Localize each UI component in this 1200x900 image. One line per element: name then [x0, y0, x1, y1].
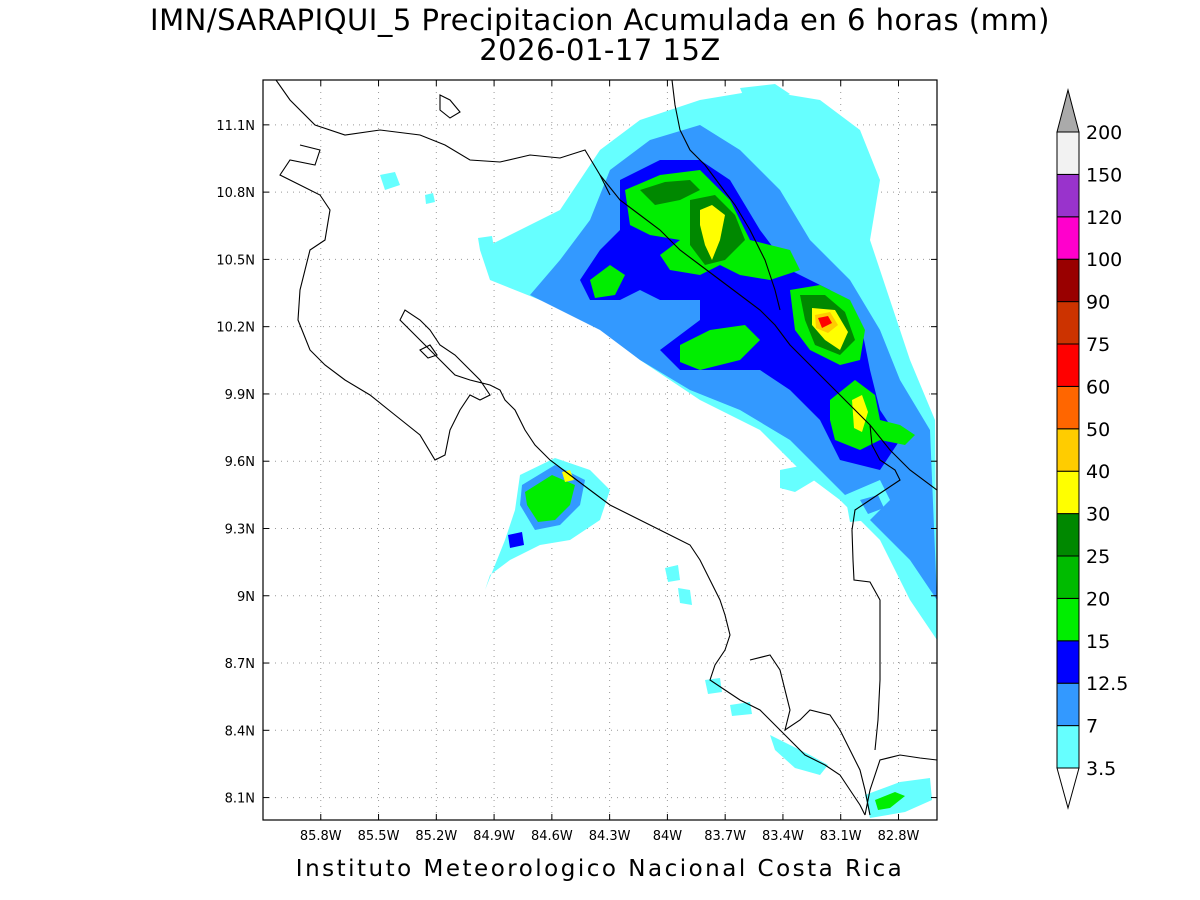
- precip-cyan: [665, 565, 680, 582]
- x-tick-label: 85.8W: [300, 829, 342, 844]
- y-tick-label: 8.1N: [225, 792, 255, 807]
- precip-cyan: [730, 702, 752, 716]
- colorbar-swatch: [1056, 513, 1080, 557]
- y-tick-label: 10.5N: [216, 253, 255, 268]
- precip-yellow: [562, 470, 574, 482]
- precip-cyan: [478, 236, 494, 250]
- colorbar-swatch: [1056, 555, 1080, 599]
- colorbar-swatch: [1056, 173, 1080, 218]
- border-costa-rica-panama: [851, 424, 901, 751]
- colorbar-swatch: [1056, 258, 1080, 303]
- colorbar-swatch: [1056, 131, 1080, 175]
- y-tick-label: 11.1N: [216, 119, 255, 134]
- precip-darkblue: [508, 532, 524, 548]
- y-tick-label: 9.3N: [225, 522, 255, 537]
- x-tick-label: 83.4W: [762, 829, 804, 844]
- x-tick-label: 85.2W: [415, 829, 457, 844]
- x-tick-label: 84.6W: [531, 829, 573, 844]
- coastline-osa: [749, 654, 871, 816]
- coastline-nicaragua-lake: [275, 80, 611, 196]
- colorbar-label: 15: [1086, 631, 1110, 653]
- colorbar-swatch: [1056, 216, 1080, 260]
- colorbar-swatch: [1056, 428, 1080, 472]
- y-tick-label: 9N: [237, 590, 255, 605]
- colorbar-label: 75: [1086, 334, 1110, 356]
- x-tick-label: 85.5W: [358, 829, 400, 844]
- map-datetime: 2026-01-17 15Z: [479, 33, 721, 67]
- colorbar-swatch: [1056, 725, 1080, 769]
- map-title: IMN/SARAPIQUI_5 Precipitacion Acumulada …: [150, 3, 1050, 37]
- colorbar-label: 20: [1086, 588, 1110, 610]
- precip-green: [875, 792, 905, 810]
- colorbar-over-triangle: [1056, 88, 1080, 133]
- colorbar-label: 12.5: [1086, 673, 1128, 695]
- colorbar-swatch: [1056, 343, 1080, 387]
- x-axis-ticks: 85.8W 85.5W 85.2W 84.9W 84.6W 84.3W 84W 83.7W 83…: [300, 80, 920, 844]
- y-tick-label: 9.9N: [225, 388, 255, 403]
- colorbar-label: 30: [1086, 504, 1110, 526]
- x-tick-label: 84.9W: [473, 829, 515, 844]
- colorbar-swatch: [1056, 385, 1080, 430]
- colorbar-label: 120: [1086, 207, 1122, 229]
- map-frame: [262, 79, 938, 821]
- precipitation-field: [380, 84, 937, 818]
- precip-yellow: [852, 395, 868, 432]
- precip-green: [680, 325, 760, 370]
- precip-darkgreen: [640, 180, 700, 205]
- colorbar-swatch: [1056, 640, 1080, 684]
- colorbar-label: 25: [1086, 546, 1110, 568]
- precip-green: [590, 265, 625, 298]
- precip-cyan: [705, 678, 722, 694]
- precip-cyan: [380, 172, 400, 190]
- precip-green: [830, 380, 915, 450]
- colorbar-label: 40: [1086, 461, 1110, 483]
- y-tick-label: 10.2N: [216, 321, 255, 336]
- precip-cyan: [425, 193, 435, 204]
- precip-cyan: [678, 588, 692, 605]
- precip-cyan: [780, 465, 815, 492]
- colorbar-label: 90: [1086, 292, 1110, 314]
- lake-nicoya: [439, 94, 461, 119]
- colorbar-label: 3.5: [1086, 758, 1116, 780]
- colorbar-label: 150: [1086, 164, 1122, 186]
- footer-credit: Instituto Meteorologico Nacional Costa R…: [295, 856, 905, 882]
- precip-darkblue: [580, 160, 900, 470]
- y-tick-label: 10.8N: [216, 186, 255, 201]
- x-tick-label: 82.8W: [878, 829, 920, 844]
- x-tick-label: 83.1W: [820, 829, 862, 844]
- x-tick-label: 84W: [653, 829, 683, 844]
- colorbar-under-triangle: [1056, 767, 1080, 810]
- colorbar-label: 200: [1086, 122, 1122, 144]
- precip-green: [525, 475, 575, 522]
- coastlines: [275, 80, 937, 816]
- y-tick-label: 8.7N: [225, 657, 255, 672]
- y-tick-label: 8.4N: [225, 724, 255, 739]
- precip-yellow: [700, 205, 725, 260]
- y-tick-label: 9.6N: [225, 455, 255, 470]
- colorbar-swatch: [1056, 301, 1080, 345]
- colorbar-label: 50: [1086, 419, 1110, 441]
- x-tick-label: 83.7W: [704, 829, 746, 844]
- precip-cyan: [770, 735, 828, 775]
- colorbar-label: 100: [1086, 249, 1122, 271]
- precip-blue: [860, 495, 884, 514]
- precip-cyan: [740, 84, 790, 104]
- y-axis-ticks: 11.1N 10.8N 10.5N 10.2N 9.9N 9.6N 9.3N 9N 8.7N 8.…: [216, 119, 937, 807]
- colorbar-swatch: [1056, 470, 1080, 515]
- coastline-gulf-nicoya: [419, 344, 438, 359]
- x-tick-label: 84.3W: [589, 829, 631, 844]
- colorbar-label: 60: [1086, 376, 1110, 398]
- colorbar-swatch: [1056, 597, 1080, 642]
- coastline-pacific: [279, 144, 866, 816]
- border-costa-rica-nicaragua: [671, 80, 781, 311]
- coastline-panama-south: [864, 754, 937, 816]
- precip-cyan: [800, 150, 850, 190]
- colorbar-label: 7: [1086, 716, 1098, 738]
- colorbar-swatch: [1056, 682, 1080, 727]
- precip-red: [818, 316, 832, 328]
- coastline-caribbean: [599, 174, 937, 491]
